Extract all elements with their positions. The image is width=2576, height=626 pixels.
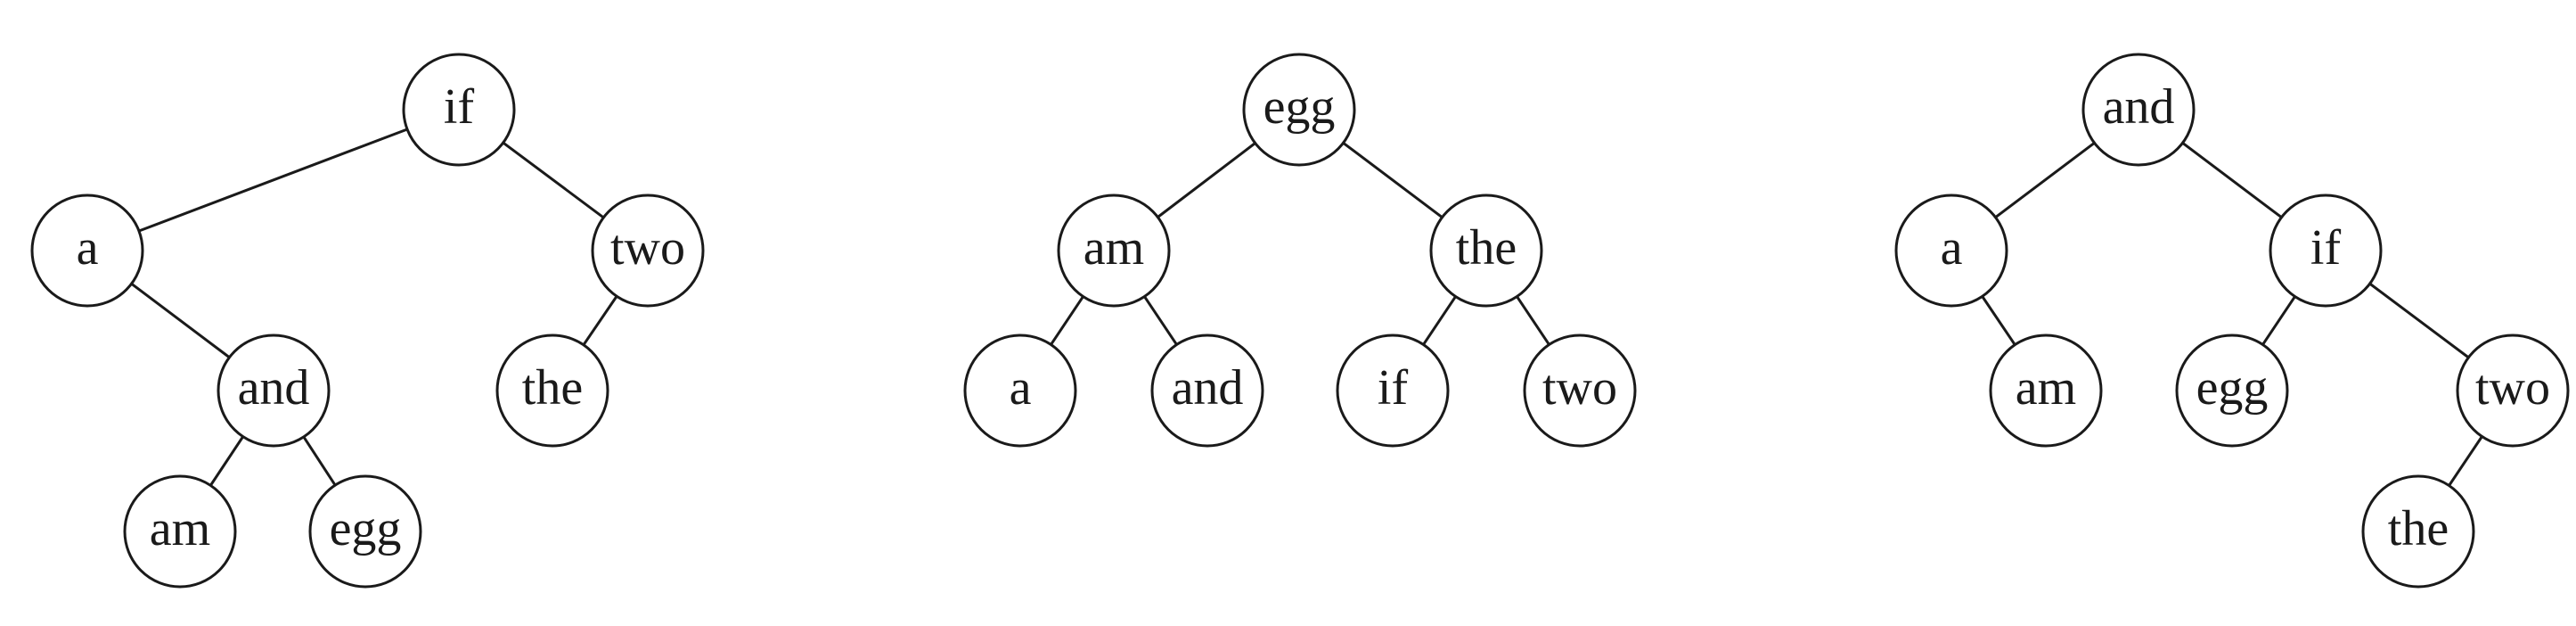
node-label: two — [610, 220, 685, 276]
node-a: a — [963, 334, 1077, 448]
node-and: and — [217, 334, 331, 448]
node-circle — [2269, 194, 2383, 308]
node-circle — [1336, 334, 1450, 448]
edge-a-am — [1981, 295, 2016, 346]
node-label: two — [1542, 360, 1617, 416]
node-label: and — [238, 360, 310, 416]
edge-if-a — [138, 128, 408, 233]
node-circle — [217, 334, 331, 448]
tree-3: and a if am egg two the — [1894, 53, 2570, 589]
node-circle — [2456, 334, 2570, 448]
node-circle — [2175, 334, 2289, 448]
node-a: a — [1894, 194, 2008, 308]
node-label: a — [1010, 360, 1032, 416]
node-if: if — [1336, 334, 1450, 448]
node-circle — [2361, 474, 2475, 589]
node-egg: egg — [2175, 334, 2289, 448]
node-the: the — [1429, 194, 1543, 308]
edge-and-if — [2181, 142, 2283, 218]
edge-a-and — [130, 283, 231, 358]
node-circle — [591, 194, 705, 308]
edge-the-two — [1516, 295, 1550, 346]
node-am: am — [123, 474, 237, 589]
tree-1: if a two and the am egg — [30, 53, 705, 589]
node-circle — [1894, 194, 2008, 308]
node-egg: egg — [308, 474, 422, 589]
edge-am-and — [1143, 295, 1178, 346]
tree-2: egg am the a and if two — [963, 53, 1637, 448]
edge-egg-am — [1157, 142, 1256, 218]
node-the: the — [2361, 474, 2475, 589]
node-if: if — [402, 53, 516, 167]
edge-egg-the — [1342, 142, 1443, 218]
node-two: two — [1523, 334, 1637, 448]
node-label: the — [1456, 220, 1517, 276]
node-two: two — [2456, 334, 2570, 448]
node-circle — [1150, 334, 1264, 448]
edge-two-the — [2448, 435, 2483, 487]
node-label: am — [1084, 220, 1144, 276]
node-and: and — [2081, 53, 2196, 167]
node-circle — [123, 474, 237, 589]
node-label: am — [2016, 360, 2076, 416]
node-and: and — [1150, 334, 1264, 448]
node-the: the — [495, 334, 609, 448]
edge-the-if — [1422, 295, 1457, 346]
node-am: am — [1989, 334, 2103, 448]
node-label: a — [77, 220, 99, 276]
node-circle — [30, 194, 144, 308]
node-label: if — [444, 79, 475, 135]
node-label: egg — [1263, 79, 1336, 135]
node-circle — [1523, 334, 1637, 448]
node-circle — [963, 334, 1077, 448]
edge-two-the — [582, 295, 618, 346]
node-circle — [308, 474, 422, 589]
node-egg: egg — [1242, 53, 1356, 167]
node-circle — [402, 53, 516, 167]
node-a: a — [30, 194, 144, 308]
node-circle — [1057, 194, 1171, 308]
node-label: and — [2103, 79, 2175, 135]
node-circle — [1429, 194, 1543, 308]
node-label: if — [2310, 220, 2342, 276]
node-label: egg — [330, 501, 402, 556]
node-circle — [1989, 334, 2103, 448]
node-circle — [495, 334, 609, 448]
node-label: and — [1172, 360, 1244, 416]
edge-am-a — [1050, 295, 1084, 346]
node-circle — [2081, 53, 2196, 167]
node-if: if — [2269, 194, 2383, 308]
node-label: a — [1941, 220, 1963, 276]
node-label: two — [2475, 360, 2550, 416]
edge-if-two — [502, 141, 605, 219]
node-label: am — [150, 501, 210, 556]
node-two: two — [591, 194, 705, 308]
edge-if-egg — [2261, 295, 2296, 346]
edge-and-am — [209, 435, 244, 487]
node-label: if — [1378, 360, 1409, 416]
node-label: the — [2388, 501, 2449, 556]
node-label: egg — [2196, 360, 2269, 416]
node-circle — [1242, 53, 1356, 167]
node-label: the — [522, 360, 583, 416]
edge-and-egg — [302, 436, 337, 486]
edge-if-two — [2368, 282, 2470, 359]
node-am: am — [1057, 194, 1171, 308]
edge-and-a — [1994, 142, 2096, 218]
